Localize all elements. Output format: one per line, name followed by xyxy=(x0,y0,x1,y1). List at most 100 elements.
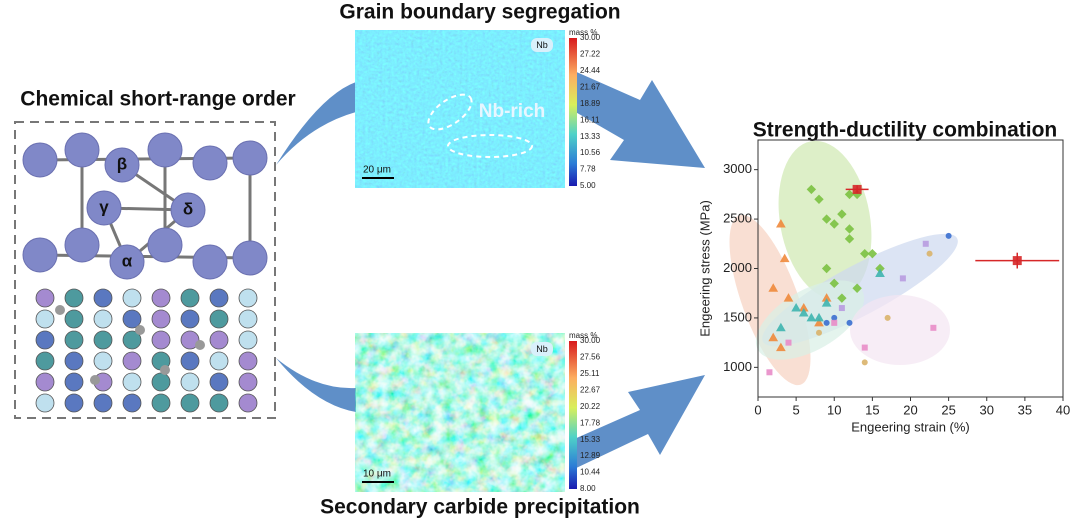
atom xyxy=(195,340,205,350)
atom xyxy=(180,351,200,371)
map-image xyxy=(355,333,565,492)
point xyxy=(814,194,824,205)
colorbar-label: 27.56 xyxy=(580,353,601,362)
colorbar-label: 17.78 xyxy=(580,418,601,427)
atom xyxy=(35,330,55,350)
atom xyxy=(93,330,113,350)
atom xyxy=(64,393,84,413)
atom xyxy=(180,372,200,392)
point xyxy=(791,303,801,312)
point xyxy=(838,305,845,312)
point xyxy=(821,263,832,274)
atom xyxy=(180,288,200,308)
point xyxy=(926,250,933,257)
colorbar-label: 15.33 xyxy=(580,435,601,444)
atom xyxy=(180,309,200,329)
scale-label: 10 μm xyxy=(363,469,391,480)
colorbar-label: 21.67 xyxy=(580,82,601,91)
y-tick-label: 1000 xyxy=(723,359,752,374)
point xyxy=(829,219,839,229)
atom xyxy=(192,244,228,280)
atom xyxy=(180,393,200,413)
element-label: Nb xyxy=(536,344,548,354)
atom xyxy=(90,375,100,385)
atom xyxy=(151,393,171,413)
atom xyxy=(151,288,171,308)
atom xyxy=(209,309,229,329)
point xyxy=(806,184,817,195)
atom xyxy=(22,237,58,273)
atom xyxy=(122,330,142,350)
y-tick-label: 3000 xyxy=(723,161,752,176)
point xyxy=(806,312,817,322)
atom xyxy=(64,227,100,263)
atom xyxy=(151,309,171,329)
map-image xyxy=(355,30,565,188)
annotation-ellipse xyxy=(427,93,473,131)
atom xyxy=(122,351,142,371)
colorbar xyxy=(569,341,577,489)
site-label: δ xyxy=(183,199,193,218)
atom xyxy=(238,372,258,392)
atom xyxy=(192,145,228,181)
panel-box xyxy=(14,121,276,419)
atom xyxy=(238,288,258,308)
atom xyxy=(22,142,58,178)
y-tick-label: 2500 xyxy=(723,211,752,226)
atom xyxy=(147,132,183,168)
point xyxy=(861,359,868,366)
atom xyxy=(35,288,55,308)
point xyxy=(831,319,838,326)
x-tick-label: 35 xyxy=(1018,402,1032,417)
atom xyxy=(238,351,258,371)
x-axis-label: Engeering strain (%) xyxy=(851,419,970,434)
point xyxy=(852,283,862,293)
y-tick-label: 2000 xyxy=(723,260,752,275)
colorbar-label: 20.22 xyxy=(580,402,601,411)
point xyxy=(860,248,870,259)
point xyxy=(814,317,824,327)
atom xyxy=(209,372,229,392)
colorbar-label: 25.11 xyxy=(580,369,600,378)
x-tick-label: 30 xyxy=(980,402,994,417)
atom xyxy=(151,372,171,392)
point xyxy=(837,293,847,303)
atom xyxy=(170,192,206,228)
point xyxy=(861,344,868,351)
point xyxy=(783,293,794,302)
y-tick-label: 1500 xyxy=(723,309,752,324)
atoms xyxy=(22,132,268,280)
colorbar-label: 30.00 xyxy=(580,33,601,42)
atom xyxy=(180,330,200,350)
point xyxy=(837,209,847,219)
colorbar-label: 8.00 xyxy=(580,484,596,493)
atom xyxy=(104,147,140,183)
point xyxy=(768,332,779,342)
x-tick-label: 0 xyxy=(754,402,761,417)
element-badge xyxy=(531,342,553,356)
colorbar-label: 12.89 xyxy=(580,451,601,460)
point xyxy=(867,248,878,259)
point xyxy=(768,283,779,292)
point xyxy=(1012,256,1022,266)
point xyxy=(798,307,809,317)
atom xyxy=(93,309,113,329)
atom xyxy=(122,372,142,392)
colorbar-label: 22.67 xyxy=(580,385,601,394)
site-label: γ xyxy=(99,197,109,216)
element-label: Nb xyxy=(536,40,548,50)
atom xyxy=(238,330,258,350)
scale-label: 20 μm xyxy=(363,165,391,176)
point xyxy=(899,275,906,282)
colorbar-unit: mass % xyxy=(569,28,597,37)
point xyxy=(875,268,885,277)
atom xyxy=(232,140,268,176)
colorbar-label: 7.78 xyxy=(580,165,596,174)
atom xyxy=(64,351,84,371)
point xyxy=(779,253,790,263)
panel-title: Grain boundary segregation xyxy=(339,1,620,24)
atom xyxy=(64,288,84,308)
atom xyxy=(147,227,183,263)
point xyxy=(776,322,786,332)
